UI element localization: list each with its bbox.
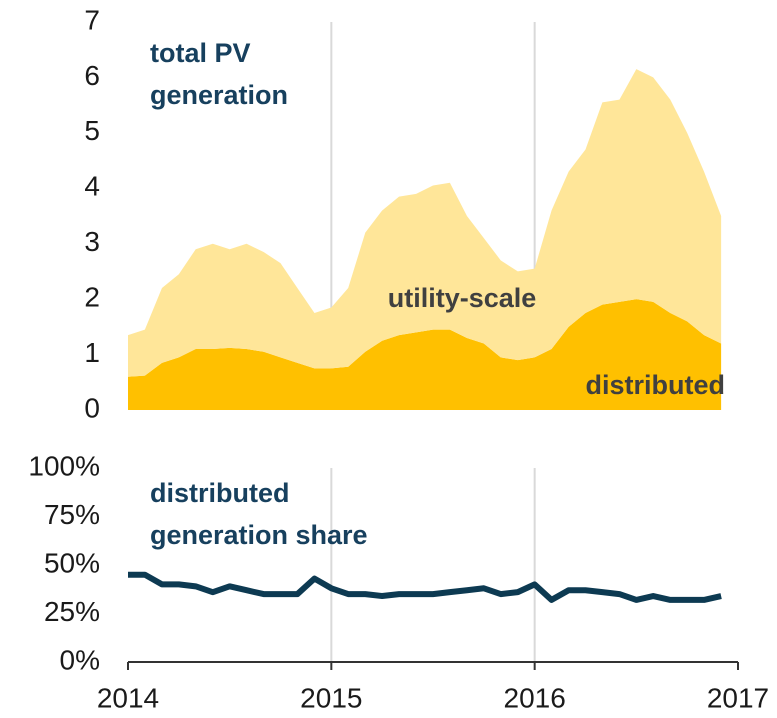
annotation: total PV (150, 38, 251, 68)
y-tick-label: 1 (84, 337, 100, 368)
y-tick-label: 25% (44, 596, 100, 627)
y-tick-label: 0 (84, 392, 100, 423)
y-tick-label: 0% (60, 644, 100, 675)
x-tick-label: 2014 (97, 682, 159, 713)
y-tick-label: 4 (84, 171, 100, 202)
y-tick-label: 75% (44, 499, 100, 530)
area (128, 69, 722, 377)
line (128, 571, 722, 603)
y-tick-label: 50% (44, 547, 100, 578)
y-tick-label: 100% (28, 450, 100, 481)
x-tick-label: 2015 (300, 682, 362, 713)
y-tick-label: 3 (84, 226, 100, 257)
y-tick-label: 2 (84, 282, 100, 313)
area (128, 299, 722, 410)
annotation: generation share (150, 520, 368, 550)
y-tick-label: 6 (84, 60, 100, 91)
series-label: distributed (586, 370, 726, 400)
x-tick-label: 2016 (504, 682, 566, 713)
annotation: generation (150, 80, 288, 110)
series-label: utility-scale (388, 283, 537, 313)
y-tick-label: 7 (84, 4, 100, 35)
x-tick-label: 2017 (707, 682, 769, 713)
annotation: distributed (150, 478, 290, 508)
y-tick-label: 5 (84, 115, 100, 146)
